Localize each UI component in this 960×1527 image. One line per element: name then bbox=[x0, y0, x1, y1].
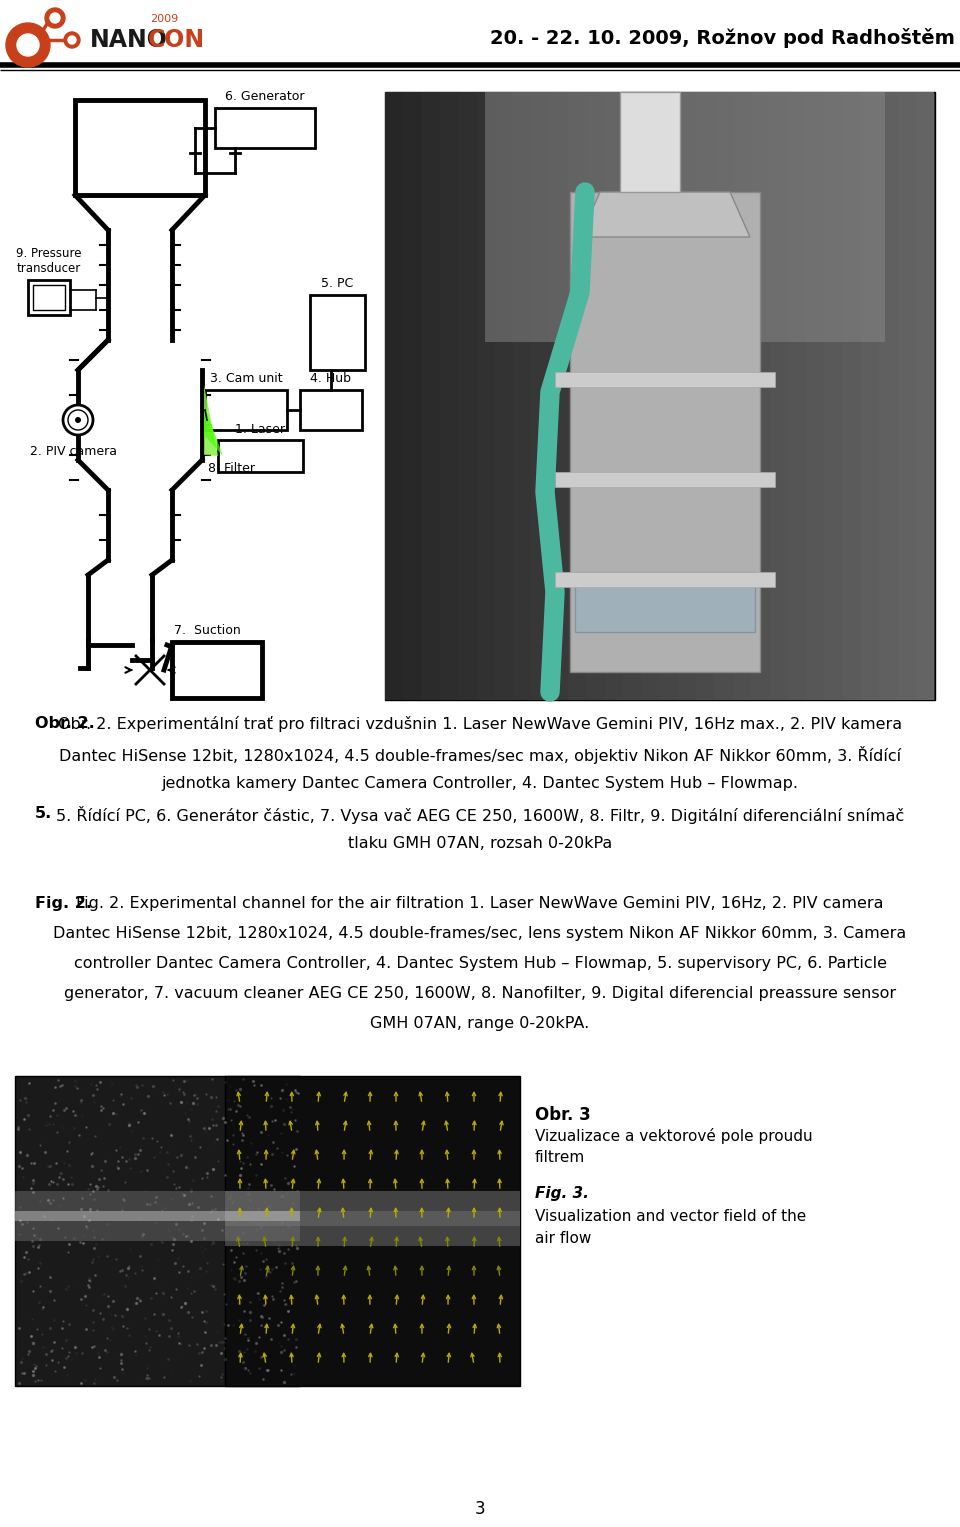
Circle shape bbox=[17, 34, 39, 56]
Bar bbox=[641, 92, 660, 699]
Bar bbox=[476, 92, 494, 699]
Bar bbox=[300, 389, 362, 431]
Bar bbox=[660, 92, 678, 699]
Bar bbox=[751, 92, 769, 699]
Bar bbox=[916, 92, 934, 699]
Text: 3. Cam unit: 3. Cam unit bbox=[209, 373, 282, 385]
Circle shape bbox=[45, 8, 65, 27]
Bar bbox=[587, 92, 605, 699]
Bar bbox=[555, 373, 775, 386]
Bar bbox=[805, 92, 825, 699]
Circle shape bbox=[68, 411, 88, 431]
Bar bbox=[513, 92, 532, 699]
Bar bbox=[494, 92, 513, 699]
Text: 1. Laser: 1. Laser bbox=[235, 423, 285, 437]
Bar bbox=[205, 389, 287, 431]
Bar bbox=[421, 92, 440, 699]
Text: air flow: air flow bbox=[535, 1231, 591, 1246]
Polygon shape bbox=[580, 192, 750, 237]
Bar bbox=[215, 108, 315, 148]
Text: 9. Pressure
transducer: 9. Pressure transducer bbox=[16, 247, 82, 275]
Bar bbox=[623, 92, 641, 699]
Text: Fig. 3.: Fig. 3. bbox=[535, 1186, 588, 1202]
Bar bbox=[550, 92, 568, 699]
Text: Dantec HiSense 12bit, 1280x1024, 4.5 double-frames/sec max, objektiv Nikon AF Ni: Dantec HiSense 12bit, 1280x1024, 4.5 dou… bbox=[59, 747, 901, 764]
Circle shape bbox=[64, 32, 80, 47]
Bar bbox=[225, 1191, 520, 1246]
Text: controller Dantec Camera Controller, 4. Dantec System Hub – Flowmap, 5. supervis: controller Dantec Camera Controller, 4. … bbox=[74, 956, 886, 971]
Bar bbox=[385, 92, 935, 699]
Bar bbox=[458, 92, 476, 699]
Text: GMH 07AN, range 0-20kPA.: GMH 07AN, range 0-20kPA. bbox=[371, 1015, 589, 1031]
Text: 20. - 22. 10. 2009, Rožnov pod Radhoštěm: 20. - 22. 10. 2009, Rožnov pod Radhoštěm bbox=[490, 27, 955, 47]
Text: 5.: 5. bbox=[35, 806, 52, 822]
Text: NANO: NANO bbox=[90, 27, 168, 52]
Polygon shape bbox=[204, 405, 223, 457]
Bar bbox=[33, 286, 65, 310]
Bar bbox=[696, 92, 714, 699]
Text: Visualization and vector field of the: Visualization and vector field of the bbox=[535, 1209, 806, 1225]
Bar bbox=[440, 92, 458, 699]
Bar bbox=[575, 573, 755, 632]
Bar bbox=[310, 295, 365, 370]
Text: Obr. 2.: Obr. 2. bbox=[35, 716, 95, 731]
Polygon shape bbox=[204, 385, 218, 457]
Text: Fig. 2. Experimental channel for the air filtration 1. Laser NewWave Gemini PIV,: Fig. 2. Experimental channel for the air… bbox=[76, 896, 884, 912]
Bar bbox=[225, 1077, 520, 1387]
Bar bbox=[570, 192, 760, 672]
Circle shape bbox=[6, 23, 50, 67]
Circle shape bbox=[63, 405, 93, 435]
Bar bbox=[225, 1211, 520, 1226]
Bar bbox=[15, 1211, 300, 1220]
Bar bbox=[769, 92, 787, 699]
Bar bbox=[787, 92, 805, 699]
Bar bbox=[714, 92, 732, 699]
Text: 5. Řídící PC, 6. Generátor částic, 7. Vysa vač AEG CE 250, 1600W, 8. Filtr, 9. D: 5. Řídící PC, 6. Generátor částic, 7. Vy… bbox=[56, 806, 904, 825]
Text: filtrem: filtrem bbox=[535, 1150, 586, 1165]
Text: 8. Filter: 8. Filter bbox=[208, 463, 255, 475]
Circle shape bbox=[68, 37, 76, 44]
Text: CON: CON bbox=[148, 27, 205, 52]
Bar bbox=[568, 92, 587, 699]
Text: Obr. 3: Obr. 3 bbox=[535, 1106, 590, 1124]
Bar bbox=[843, 92, 861, 699]
Text: 7.  Suction: 7. Suction bbox=[174, 625, 240, 637]
Text: Fig. 2.: Fig. 2. bbox=[35, 896, 92, 912]
Bar bbox=[732, 92, 751, 699]
Bar bbox=[403, 92, 421, 699]
Text: generator, 7. vacuum cleaner AEG CE 250, 1600W, 8. Nanofilter, 9. Digital difere: generator, 7. vacuum cleaner AEG CE 250,… bbox=[64, 986, 896, 1002]
Text: tlaku GMH 07AN, rozsah 0-20kPa: tlaku GMH 07AN, rozsah 0-20kPa bbox=[348, 835, 612, 851]
Bar bbox=[75, 99, 205, 195]
Text: Dantec HiSense 12bit, 1280x1024, 4.5 double-frames/sec, lens system Nikon AF Nik: Dantec HiSense 12bit, 1280x1024, 4.5 dou… bbox=[54, 925, 906, 941]
Text: 2009: 2009 bbox=[150, 14, 179, 24]
Bar bbox=[678, 92, 696, 699]
Bar bbox=[620, 92, 680, 192]
Bar bbox=[555, 573, 775, 586]
Bar bbox=[218, 440, 303, 472]
Bar bbox=[879, 92, 898, 699]
Bar bbox=[172, 641, 262, 698]
Bar bbox=[15, 1077, 300, 1387]
Text: 6. Generator: 6. Generator bbox=[226, 90, 304, 102]
Text: 4. Hub: 4. Hub bbox=[310, 373, 351, 385]
Text: Obr. 2. Experimentální trať pro filtraci vzdušnin 1. Laser NewWave Gemini PIV, 1: Obr. 2. Experimentální trať pro filtraci… bbox=[58, 716, 902, 731]
Bar bbox=[385, 92, 403, 699]
Circle shape bbox=[75, 417, 81, 423]
Text: 5. PC: 5. PC bbox=[321, 276, 353, 290]
Circle shape bbox=[50, 14, 60, 23]
Bar bbox=[825, 92, 843, 699]
Bar bbox=[532, 92, 550, 699]
Text: Vizualizace a vektorové pole proudu: Vizualizace a vektorové pole proudu bbox=[535, 1128, 812, 1144]
Bar bbox=[605, 92, 623, 699]
Bar bbox=[485, 92, 885, 342]
Text: jednotka kamery Dantec Camera Controller, 4. Dantec System Hub – Flowmap.: jednotka kamery Dantec Camera Controller… bbox=[161, 776, 799, 791]
Text: 3: 3 bbox=[474, 1500, 486, 1518]
Text: 2. PIV camera: 2. PIV camera bbox=[30, 444, 116, 458]
Bar bbox=[898, 92, 916, 699]
Bar bbox=[15, 1191, 300, 1240]
Bar bbox=[861, 92, 879, 699]
Bar bbox=[28, 279, 70, 315]
Bar bbox=[555, 472, 775, 487]
